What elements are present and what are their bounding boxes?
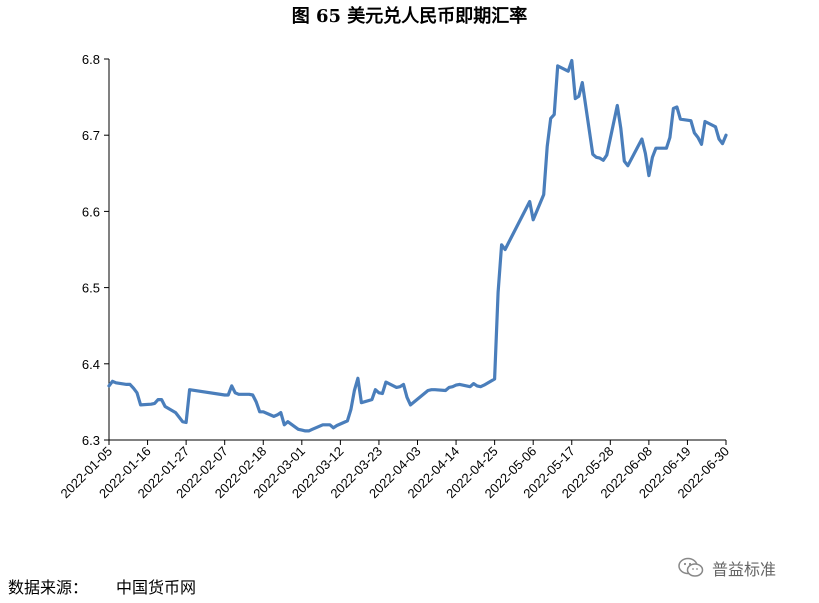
data-source-value: 中国货币网 [116, 578, 197, 597]
chart-title: 图 65 美元兑人民币即期汇率 [291, 6, 528, 27]
y-tick-label: 6.3 [82, 433, 100, 448]
series-line [107, 58, 728, 433]
y-tick-label: 6.6 [82, 204, 100, 219]
wechat-icon [678, 557, 704, 577]
data-source-label: 数据来源： [8, 578, 89, 597]
y-tick-label: 6.8 [82, 52, 100, 67]
y-tick-label: 6.4 [82, 357, 100, 372]
y-tick-label: 6.7 [82, 128, 100, 143]
y-tick-label: 6.5 [82, 281, 100, 296]
watermark: 普益标准 [678, 556, 776, 580]
watermark-text: 普益标准 [712, 560, 777, 579]
data-source: 数据来源： 中国货币网 [8, 574, 196, 598]
